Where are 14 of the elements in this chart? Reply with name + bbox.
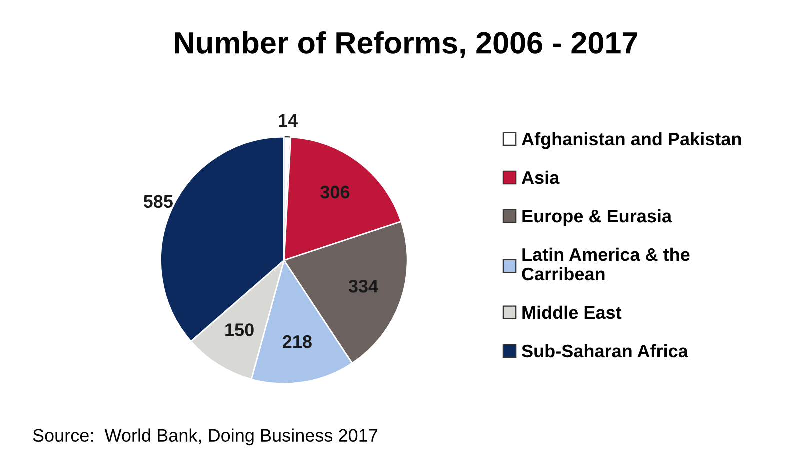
data-label: 218 <box>283 335 312 348</box>
legend-label: Afghanistan and Pakistan <box>522 132 742 150</box>
legend-label: Asia <box>522 170 560 184</box>
data-label: 14 <box>279 114 298 127</box>
legend-label: Europe & Eurasia <box>522 209 672 226</box>
legend-label: Middle East <box>522 306 622 320</box>
data-label: 334 <box>348 280 378 293</box>
data-label: 306 <box>320 186 350 199</box>
legend-label: Sub-Saharan Africa <box>522 344 689 358</box>
data-label: 585 <box>144 195 173 208</box>
chart-title: Number of Reforms, 2006 - 2017 <box>175 31 638 58</box>
source-note: Source: World Bank, Doing Business 2017 <box>33 428 378 446</box>
legend-label: Latin America & the Carribean <box>522 248 690 281</box>
data-label: 150 <box>226 324 254 336</box>
